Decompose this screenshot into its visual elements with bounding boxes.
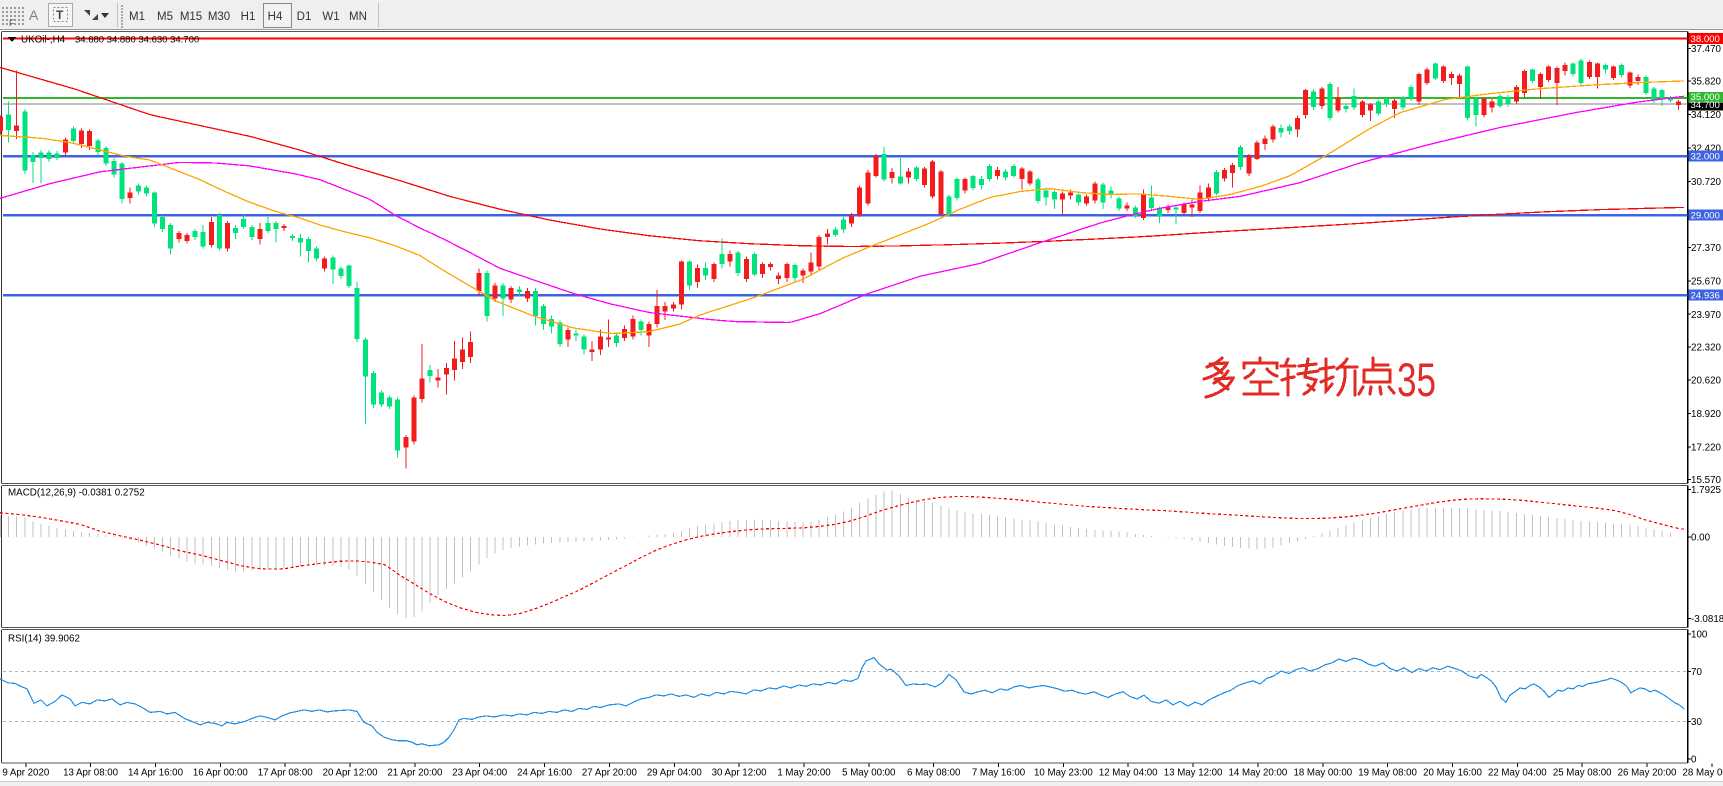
- svg-text:M1: M1: [129, 11, 145, 23]
- svg-text:M30: M30: [208, 11, 230, 23]
- svg-text:1.7925: 1.7925: [1691, 485, 1722, 496]
- svg-text:20.620: 20.620: [1691, 376, 1722, 387]
- svg-text:30: 30: [1691, 717, 1702, 728]
- svg-text:M5: M5: [157, 11, 173, 23]
- svg-text:21 Apr 20:00: 21 Apr 20:00: [387, 768, 443, 779]
- svg-text:24.936: 24.936: [1691, 291, 1720, 302]
- svg-text:34.680 34.880 34.630 34.700: 34.680 34.880 34.630 34.700: [75, 35, 199, 46]
- svg-text:22.320: 22.320: [1691, 342, 1722, 353]
- svg-text:13 May 12:00: 13 May 12:00: [1164, 768, 1223, 779]
- svg-text:35: 35: [1397, 353, 1436, 406]
- svg-text:UKOil-,H4: UKOil-,H4: [21, 35, 66, 46]
- svg-text:M15: M15: [180, 11, 202, 23]
- svg-text:23.970: 23.970: [1691, 310, 1722, 321]
- svg-text:MN: MN: [349, 11, 367, 23]
- svg-text:F: F: [9, 18, 15, 28]
- svg-text:25 May 08:00: 25 May 08:00: [1553, 768, 1612, 779]
- svg-text:14 May 20:00: 14 May 20:00: [1229, 768, 1288, 779]
- svg-text:1 May 20:00: 1 May 20:00: [777, 768, 831, 779]
- svg-text:37.470: 37.470: [1691, 44, 1722, 55]
- svg-text:14 Apr 16:00: 14 Apr 16:00: [128, 768, 184, 779]
- svg-text:9 Apr 2020: 9 Apr 2020: [2, 768, 49, 779]
- svg-text:D1: D1: [297, 11, 312, 23]
- svg-text:34.120: 34.120: [1691, 110, 1722, 121]
- svg-text:5 May 00:00: 5 May 00:00: [842, 768, 896, 779]
- svg-text:100: 100: [1691, 630, 1708, 641]
- svg-text:17 Apr 08:00: 17 Apr 08:00: [258, 768, 314, 779]
- svg-text:H1: H1: [241, 11, 256, 23]
- svg-text:34.700: 34.700: [1691, 100, 1720, 111]
- svg-text:18 May 00:00: 18 May 00:00: [1293, 768, 1352, 779]
- svg-text:24 Apr 16:00: 24 Apr 16:00: [517, 768, 573, 779]
- svg-text:28 May 00:00: 28 May 00:00: [1683, 768, 1723, 779]
- svg-text:27 Apr 20:00: 27 Apr 20:00: [582, 768, 638, 779]
- svg-text:0: 0: [1691, 755, 1697, 766]
- svg-text:6 May 08:00: 6 May 08:00: [907, 768, 961, 779]
- svg-text:RSI(14) 39.9062: RSI(14) 39.9062: [8, 634, 80, 645]
- svg-text:30.720: 30.720: [1691, 177, 1722, 188]
- svg-text:10 May 23:00: 10 May 23:00: [1034, 768, 1093, 779]
- svg-text:26 May 20:00: 26 May 20:00: [1618, 768, 1677, 779]
- svg-text:15.570: 15.570: [1691, 475, 1722, 486]
- svg-text:H4: H4: [268, 11, 283, 23]
- svg-text:70: 70: [1691, 667, 1702, 678]
- svg-text:38.000: 38.000: [1691, 34, 1720, 45]
- svg-text:16 Apr 00:00: 16 Apr 00:00: [193, 768, 249, 779]
- svg-text:29.000: 29.000: [1691, 211, 1720, 222]
- svg-text:18.920: 18.920: [1691, 409, 1722, 420]
- svg-text:20 Apr 12:00: 20 Apr 12:00: [323, 768, 379, 779]
- svg-text:22 May 04:00: 22 May 04:00: [1488, 768, 1547, 779]
- svg-text:17.220: 17.220: [1691, 443, 1722, 454]
- svg-text:A: A: [29, 7, 39, 23]
- svg-text:29 Apr 04:00: 29 Apr 04:00: [647, 768, 703, 779]
- svg-text:23 Apr 04:00: 23 Apr 04:00: [452, 768, 508, 779]
- svg-text:13 Apr 08:00: 13 Apr 08:00: [63, 768, 119, 779]
- svg-text:0.00: 0.00: [1691, 533, 1711, 544]
- svg-text:25.670: 25.670: [1691, 276, 1722, 287]
- svg-text:32.420: 32.420: [1691, 143, 1722, 154]
- svg-text:-3.0818: -3.0818: [1691, 614, 1723, 625]
- svg-text:35.820: 35.820: [1691, 76, 1722, 87]
- svg-text:32.000: 32.000: [1691, 151, 1720, 162]
- svg-text:35.000: 35.000: [1691, 92, 1720, 103]
- svg-text:30 Apr 12:00: 30 Apr 12:00: [712, 768, 768, 779]
- svg-text:MACD(12,26,9) -0.0381 0.2752: MACD(12,26,9) -0.0381 0.2752: [8, 488, 145, 499]
- svg-text:T: T: [56, 8, 64, 22]
- svg-text:20 May 16:00: 20 May 16:00: [1423, 768, 1482, 779]
- svg-text:19 May 08:00: 19 May 08:00: [1358, 768, 1417, 779]
- svg-text:W1: W1: [322, 11, 339, 23]
- svg-text:12 May 04:00: 12 May 04:00: [1099, 768, 1158, 779]
- svg-text:27.370: 27.370: [1691, 243, 1722, 254]
- svg-text:7 May 16:00: 7 May 16:00: [972, 768, 1026, 779]
